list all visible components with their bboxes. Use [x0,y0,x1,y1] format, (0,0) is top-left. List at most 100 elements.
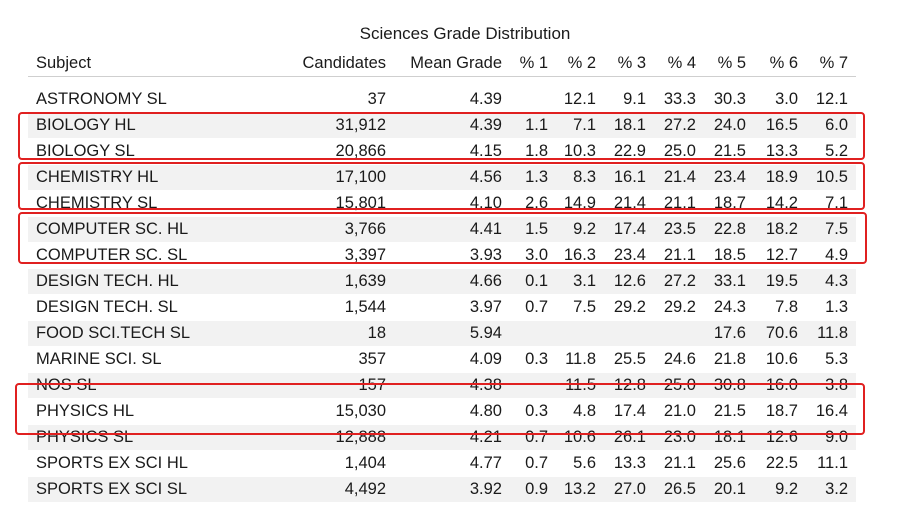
pct-1-cell: 0.3 [525,402,548,420]
table-row: SPORTS EX SCI SL 4,492 3.92 0.9 13.2 27.0 26.5… [28,477,856,503]
candidates-cell: 3,397 [344,246,386,264]
table-row: CHEMISTRY HL 17,100 4.56 1.3 8.3 16.1 21.4 23.4… [28,165,856,191]
table-row: PHYSICS HL 15,030 4.80 0.3 4.8 17.4 21.0 21.5 18… [28,399,856,425]
mean-grade-cell: 5.94 [469,324,502,342]
pct-2-cell: 13.2 [563,480,596,498]
candidates-cell: 4,492 [344,480,386,498]
table-body: ASTRONOMY SL 37 4.39 12.1 9.1 33.3 30.3 3.0 12.1… [28,87,856,503]
mean-grade-cell: 4.77 [469,454,502,472]
pct-2-cell: 3.1 [573,272,596,290]
header-pct-6: % 6 [769,54,798,72]
mean-grade-cell: 4.56 [469,168,502,186]
mean-grade-cell: 3.93 [469,246,502,264]
pct-7-cell: 5.3 [825,350,848,368]
pct-7-cell: 10.5 [815,168,848,186]
table-title: Sciences Grade Distribution [359,24,571,43]
pct-3-cell: 29.2 [613,298,646,316]
pct-5-cell: 21.8 [713,350,746,368]
header-pct-5: % 5 [717,54,746,72]
subject-cell: NOS SL [36,376,97,394]
pct-2-cell: 16.3 [563,246,596,264]
pct-3-cell: 17.4 [613,220,646,238]
pct-4-cell: 27.2 [663,272,696,290]
pct-5-cell: 30.3 [713,90,746,108]
pct-7-cell: 12.1 [815,90,848,108]
mean-grade-cell: 4.15 [469,142,502,160]
pct-6-cell: 3.0 [775,90,798,108]
pct-4-cell: 25.0 [663,376,696,394]
subject-cell: ASTRONOMY SL [36,90,167,108]
candidates-cell: 18 [367,324,386,342]
pct-5-cell: 21.5 [713,402,746,420]
pct-1-cell: 1.1 [525,116,548,134]
pct-1-cell: 0.7 [525,428,548,446]
mean-grade-cell: 3.92 [469,480,502,498]
candidates-cell: 37 [367,90,386,108]
pct-5-cell: 20.1 [713,480,746,498]
pct-3-cell: 18.1 [613,116,646,134]
pct-3-cell: 13.3 [613,454,646,472]
candidates-cell: 1,544 [344,298,386,316]
pct-3-cell: 22.9 [613,142,646,160]
pct-5-cell: 18.5 [713,246,746,264]
pct-6-cell: 18.2 [765,220,798,238]
pct-4-cell: 21.1 [663,194,696,212]
pct-5-cell: 24.3 [713,298,746,316]
pct-2-cell: 11.5 [565,376,596,394]
table-row: PHYSICS SL 12,888 4.21 0.7 10.6 26.1 23.0 18.1 1… [28,425,856,451]
header-pct-7: % 7 [819,54,848,72]
pct-1-cell: 2.6 [525,194,548,212]
pct-5-cell: 33.1 [713,272,746,290]
pct-1-cell: 0.1 [525,272,548,290]
pct-5-cell: 23.4 [713,168,746,186]
pct-7-cell: 4.3 [825,272,848,290]
subject-cell: PHYSICS HL [36,402,135,420]
mean-grade-cell: 4.21 [469,428,502,446]
pct-2-cell: 11.8 [565,350,596,368]
pct-1-cell: 1.8 [525,142,548,160]
table-row: ASTRONOMY SL 37 4.39 12.1 9.1 33.3 30.3 3.0 12.1 [28,87,856,113]
pct-4-cell: 33.3 [663,90,696,108]
pct-7-cell: 3.2 [825,480,848,498]
subject-cell: CHEMISTRY SL [36,194,158,212]
pct-4-cell: 24.6 [663,350,696,368]
grade-distribution-table: Subject Candidates Mean Grade % 1 % 2 % … [28,50,856,503]
subject-cell: BIOLOGY SL [36,142,135,160]
pct-2-cell: 9.2 [573,220,596,238]
pct-6-cell: 18.7 [765,402,798,420]
pct-6-cell: 70.6 [765,324,798,342]
pct-6-cell: 12.6 [765,428,798,446]
subject-cell: PHYSICS SL [36,428,134,446]
pct-4-cell: 23.5 [663,220,696,238]
pct-4-cell: 21.1 [663,246,696,264]
pct-2-cell: 10.3 [563,142,596,160]
pct-2-cell: 8.3 [573,168,596,186]
subject-cell: SPORTS EX SCI SL [36,480,187,498]
pct-1-cell: 0.7 [525,298,548,316]
subject-cell: COMPUTER SC. SL [36,246,188,264]
pct-1-cell: 0.7 [525,454,548,472]
pct-5-cell: 18.7 [713,194,746,212]
pct-6-cell: 7.8 [775,298,798,316]
pct-2-cell: 7.1 [573,116,596,134]
mean-grade-cell: 4.38 [469,376,502,394]
candidates-cell: 357 [358,350,386,368]
pct-7-cell: 7.5 [825,220,848,238]
pct-6-cell: 16.5 [765,116,798,134]
candidates-cell: 15,030 [335,402,386,420]
pct-4-cell: 26.5 [663,480,696,498]
candidates-cell: 1,404 [344,454,386,472]
pct-7-cell: 11.8 [817,324,848,342]
mean-grade-cell: 4.39 [469,90,502,108]
pct-3-cell: 21.4 [613,194,646,212]
table-row: COMPUTER SC. SL 3,397 3.93 3.0 16.3 23.4 21.1 1… [28,243,856,269]
pct-4-cell: 27.2 [663,116,696,134]
pct-6-cell: 18.9 [765,168,798,186]
header-candidates: Candidates [302,54,386,72]
pct-7-cell: 4.9 [825,246,848,264]
pct-5-cell: 22.8 [713,220,746,238]
mean-grade-cell: 4.66 [469,272,502,290]
candidates-cell: 20,866 [335,142,386,160]
table-row: CHEMISTRY SL 15,801 4.10 2.6 14.9 21.4 21.1 18.… [28,191,856,217]
candidates-cell: 3,766 [344,220,386,238]
